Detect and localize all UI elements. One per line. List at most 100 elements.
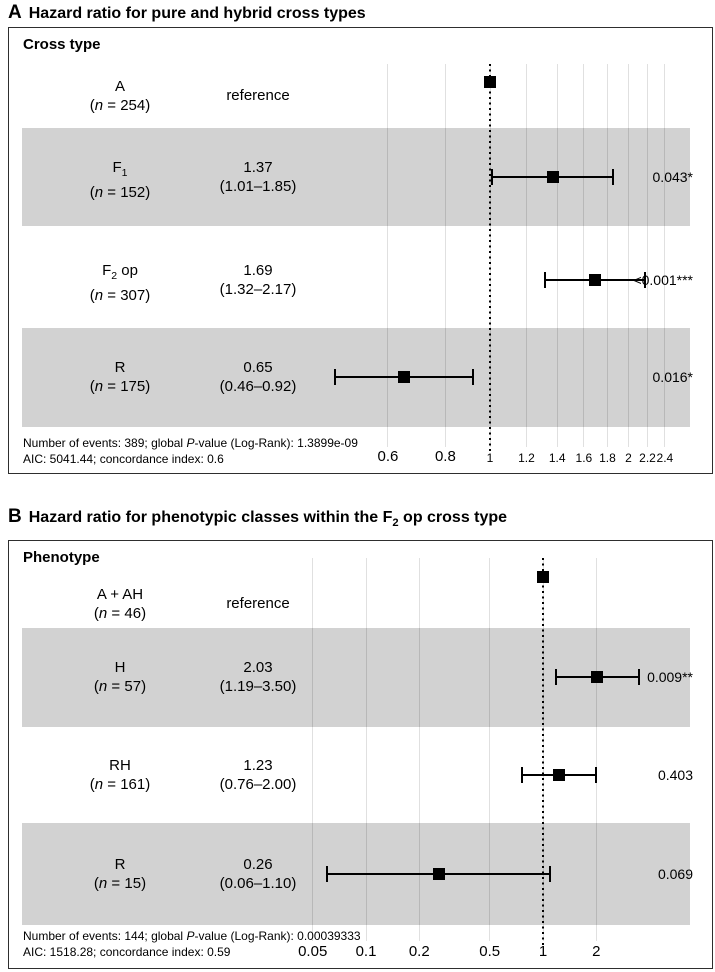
axis-tick-label: 1.8 <box>599 451 616 465</box>
axis-tick-label: 0.1 <box>355 943 377 960</box>
row-estimate: reference <box>173 86 343 105</box>
panel-a-title-pre: Hazard ratio for pure and hybrid cross t… <box>28 5 366 22</box>
row-group-label: R (n = 15) <box>30 855 210 893</box>
row-hazard-ratio-value: 1.23 <box>243 757 273 774</box>
axis-tick-label: 2 <box>592 943 601 960</box>
axis-gridline <box>418 558 420 941</box>
axis-gridline <box>583 64 585 447</box>
axis-tick-label: 2.2 <box>639 451 656 465</box>
axis-gridline <box>556 64 558 447</box>
row-estimate: 1.37 (1.01–1.85) <box>173 158 343 196</box>
row-confidence-interval: (0.46–0.92) <box>219 378 297 395</box>
panel-a-title: A Hazard ratio for pure and hybrid cross… <box>8 2 366 25</box>
hazard-ratio-marker <box>591 671 604 683</box>
axis-gridline <box>365 558 367 941</box>
row-group-name: H <box>114 659 126 676</box>
row-group-label: RH (n = 161) <box>30 756 210 794</box>
row-group-label: A + AH (n = 46) <box>30 585 210 623</box>
row-confidence-interval: (0.76–2.00) <box>219 776 297 793</box>
row-sample-size: (n = 15) <box>93 875 147 892</box>
panel-b-title: B Hazard ratio for phenotypic classes wi… <box>8 506 507 529</box>
axis-tick-label: 2 <box>625 451 632 465</box>
ci-cap-right <box>549 866 552 882</box>
row-confidence-interval: (1.32–2.17) <box>219 281 297 298</box>
row-p-value: <0.001*** <box>633 272 693 288</box>
ci-cap-right <box>638 669 641 685</box>
reference-line <box>489 64 491 453</box>
panel-b-letter: B <box>8 506 22 527</box>
hazard-ratio-marker <box>397 371 410 383</box>
panel-b-footer-line1-italic: P <box>186 929 195 943</box>
panel-b-footer-line1-post: -value (Log-Rank): 0.00039333 <box>194 929 361 943</box>
panel-b-title-subscript: 2 <box>392 517 399 530</box>
hazard-ratio-marker <box>552 769 565 781</box>
row-estimate: 1.23 (0.76–2.00) <box>173 756 343 794</box>
panel-b-footer: Number of events: 144; global P-value (L… <box>23 928 361 960</box>
panel-a-column-header: Cross type <box>23 36 101 53</box>
row-group-label: A (n = 254) <box>30 77 210 115</box>
row-hazard-ratio-value: 0.26 <box>243 856 273 873</box>
row-estimate: 0.26 (0.06–1.10) <box>173 855 343 893</box>
row-sample-size: (n = 254) <box>89 97 151 114</box>
row-sample-size: (n = 57) <box>93 678 147 695</box>
row-hazard-ratio-value: 1.37 <box>243 159 273 176</box>
axis-tick-label: 1 <box>538 943 548 960</box>
row-sample-size: (n = 307) <box>89 287 151 304</box>
axis-tick-label: 1.6 <box>575 451 593 465</box>
row-group-name: A <box>114 78 125 95</box>
axis-tick-label: 0.05 <box>298 943 328 960</box>
panel-a-footer-line1-post: -value (Log-Rank): 1.3899e-09 <box>194 436 358 450</box>
row-estimate: 0.65 (0.46–0.92) <box>173 358 343 396</box>
panel-a-letter: A <box>8 2 22 23</box>
panel-a-title-text: Hazard ratio for pure and hybrid cross t… <box>29 5 366 25</box>
axis-tick-label: 0.2 <box>408 943 430 960</box>
row-group-name: R <box>114 856 126 873</box>
hazard-ratio-marker <box>433 868 446 880</box>
row-confidence-interval: (1.01–1.85) <box>219 178 297 195</box>
axis-gridline <box>595 558 597 941</box>
reference-line <box>542 558 544 947</box>
row-p-value: 0.016* <box>652 369 693 385</box>
axis-gridline <box>312 558 314 941</box>
panel-b-footer-line1: Number of events: 144; global P-value (L… <box>23 928 361 944</box>
row-hazard-ratio-value: 1.69 <box>243 262 273 279</box>
row-sample-size: (n = 175) <box>89 378 151 395</box>
ci-cap-right <box>643 272 646 288</box>
axis-tick-label: 0.8 <box>434 448 456 465</box>
axis-tick-label: 0.5 <box>479 943 501 960</box>
row-p-value: 0.069 <box>657 866 693 882</box>
axis-gridline <box>525 64 527 447</box>
ci-cap-right <box>595 767 598 783</box>
row-estimate: 1.69 (1.32–2.17) <box>173 261 343 299</box>
ci-cap-left <box>544 272 547 288</box>
row-p-value: 0.009** <box>647 669 693 685</box>
panel-a-footer: Number of events: 389; global P-value (L… <box>23 435 358 467</box>
row-hazard-ratio-value: 0.65 <box>243 359 273 376</box>
axis-gridline <box>664 64 666 447</box>
axis-gridline <box>387 64 389 447</box>
panel-b-title-text: Hazard ratio for phenotypic classes with… <box>29 509 507 529</box>
row-sample-size: (n = 161) <box>89 776 151 793</box>
axis-tick-label: 2.4 <box>656 451 674 465</box>
row-sample-size: (n = 46) <box>93 605 147 622</box>
row-group-name: F2 op <box>102 262 138 282</box>
ci-cap-left <box>520 767 523 783</box>
axis-gridline <box>489 558 491 941</box>
axis-tick-label: 1.4 <box>548 451 566 465</box>
row-group-label: F1 (n = 152) <box>30 158 210 202</box>
hazard-ratio-marker <box>546 171 559 183</box>
row-p-value: 0.043* <box>652 169 693 185</box>
panel-a-footer-line1: Number of events: 389; global P-value (L… <box>23 435 358 451</box>
ci-cap-right <box>472 369 475 385</box>
axis-gridline <box>647 64 648 447</box>
row-group-label: H (n = 57) <box>30 658 210 696</box>
hazard-ratio-marker <box>537 571 549 583</box>
row-group-name: F1 <box>112 159 128 179</box>
row-estimate: reference <box>173 594 343 613</box>
axis-gridline <box>627 64 629 447</box>
axis-tick-label: 1.2 <box>518 451 535 465</box>
axis-tick-label: 0.6 <box>377 448 399 465</box>
hazard-ratio-marker <box>588 274 601 286</box>
ci-cap-left <box>555 669 558 685</box>
row-group-name: RH <box>109 757 131 774</box>
